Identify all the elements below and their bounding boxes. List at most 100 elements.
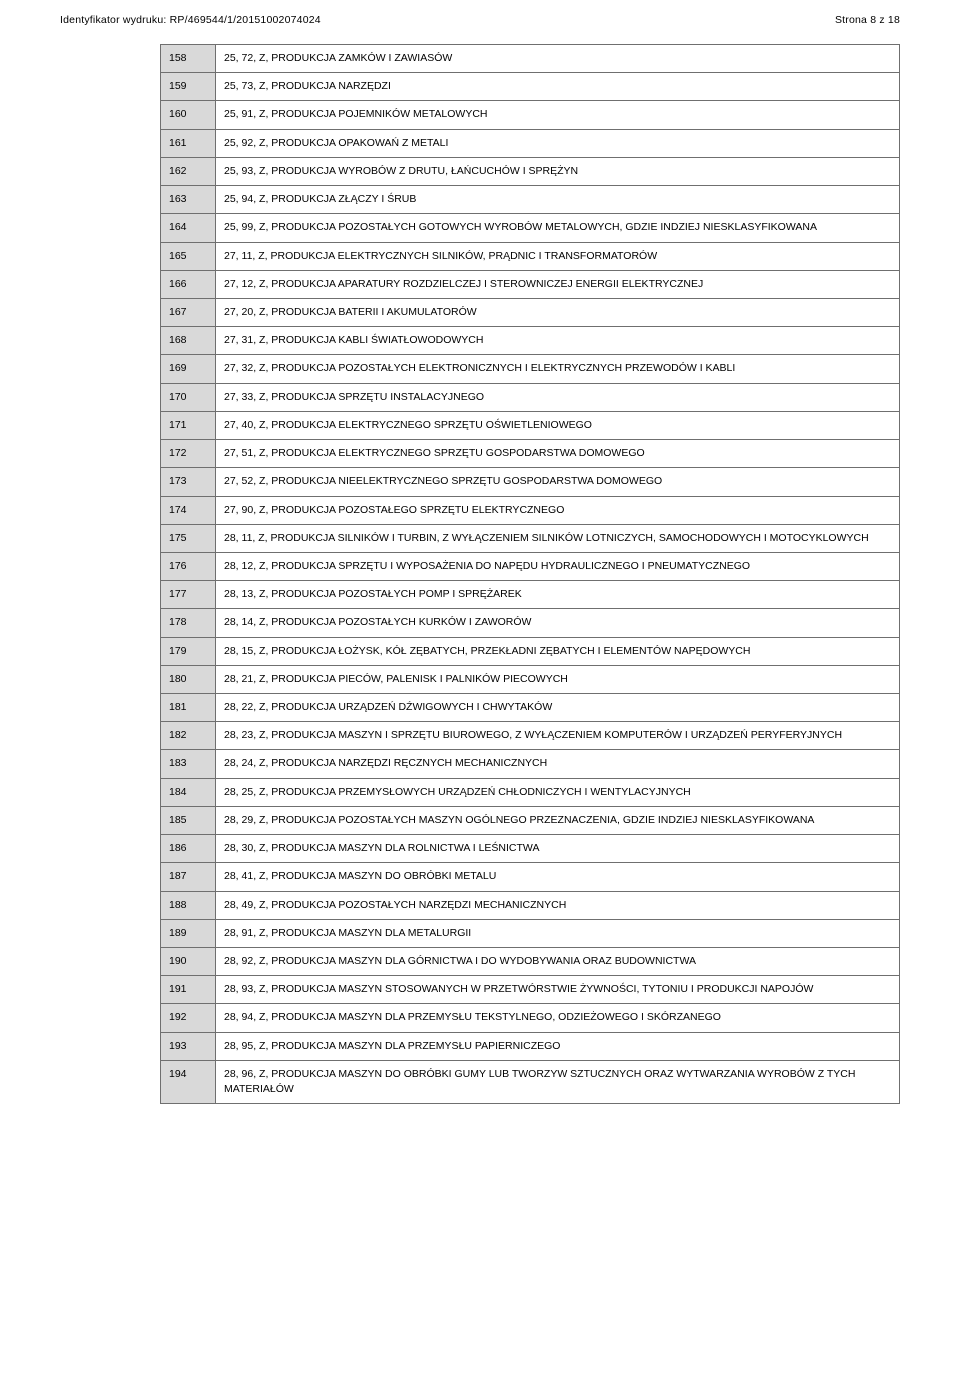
row-description: 28, 15, Z, PRODUKCJA ŁOŻYSK, KÓŁ ZĘBATYC… xyxy=(216,637,900,665)
row-description: 25, 72, Z, PRODUKCJA ZAMKÓW I ZAWIASÓW xyxy=(216,45,900,73)
table-row: 18928, 91, Z, PRODUKCJA MASZYN DLA METAL… xyxy=(161,919,900,947)
row-number: 181 xyxy=(161,694,216,722)
row-number: 185 xyxy=(161,806,216,834)
row-description: 28, 22, Z, PRODUKCJA URZĄDZEŃ DŹWIGOWYCH… xyxy=(216,694,900,722)
row-number: 191 xyxy=(161,976,216,1004)
row-number: 169 xyxy=(161,355,216,383)
row-description: 28, 14, Z, PRODUKCJA POZOSTAŁYCH KURKÓW … xyxy=(216,609,900,637)
page-header: Identyfikator wydruku: RP/469544/1/20151… xyxy=(60,14,900,26)
table-row: 19228, 94, Z, PRODUKCJA MASZYN DLA PRZEM… xyxy=(161,1004,900,1032)
row-description: 28, 95, Z, PRODUKCJA MASZYN DLA PRZEMYSŁ… xyxy=(216,1032,900,1060)
row-number: 188 xyxy=(161,891,216,919)
row-number: 179 xyxy=(161,637,216,665)
row-description: 25, 94, Z, PRODUKCJA ZŁĄCZY I ŚRUB xyxy=(216,186,900,214)
row-number: 172 xyxy=(161,440,216,468)
row-number: 175 xyxy=(161,524,216,552)
table-row: 16727, 20, Z, PRODUKCJA BATERII I AKUMUL… xyxy=(161,298,900,326)
print-identifier: Identyfikator wydruku: RP/469544/1/20151… xyxy=(60,14,321,26)
row-description: 28, 91, Z, PRODUKCJA MASZYN DLA METALURG… xyxy=(216,919,900,947)
row-description: 28, 94, Z, PRODUKCJA MASZYN DLA PRZEMYSŁ… xyxy=(216,1004,900,1032)
row-number: 184 xyxy=(161,778,216,806)
row-number: 158 xyxy=(161,45,216,73)
row-description: 28, 11, Z, PRODUKCJA SILNIKÓW I TURBIN, … xyxy=(216,524,900,552)
row-description: 28, 23, Z, PRODUKCJA MASZYN I SPRZĘTU BI… xyxy=(216,722,900,750)
row-number: 182 xyxy=(161,722,216,750)
row-description: 28, 96, Z, PRODUKCJA MASZYN DO OBRÓBKI G… xyxy=(216,1060,900,1103)
row-number: 194 xyxy=(161,1060,216,1103)
row-description: 28, 24, Z, PRODUKCJA NARZĘDZI RĘCZNYCH M… xyxy=(216,750,900,778)
table-row: 16325, 94, Z, PRODUKCJA ZŁĄCZY I ŚRUB xyxy=(161,186,900,214)
table-row: 18028, 21, Z, PRODUKCJA PIECÓW, PALENISK… xyxy=(161,665,900,693)
classification-table: 15825, 72, Z, PRODUKCJA ZAMKÓW I ZAWIASÓ… xyxy=(160,44,900,1104)
row-number: 173 xyxy=(161,468,216,496)
row-description: 28, 93, Z, PRODUKCJA MASZYN STOSOWANYCH … xyxy=(216,976,900,1004)
row-number: 177 xyxy=(161,581,216,609)
row-number: 164 xyxy=(161,214,216,242)
row-description: 25, 92, Z, PRODUKCJA OPAKOWAŃ Z METALI xyxy=(216,129,900,157)
row-number: 189 xyxy=(161,919,216,947)
row-description: 27, 51, Z, PRODUKCJA ELEKTRYCZNEGO SPRZĘ… xyxy=(216,440,900,468)
row-number: 162 xyxy=(161,157,216,185)
row-description: 28, 49, Z, PRODUKCJA POZOSTAŁYCH NARZĘDZ… xyxy=(216,891,900,919)
row-description: 28, 30, Z, PRODUKCJA MASZYN DLA ROLNICTW… xyxy=(216,835,900,863)
table-row: 17528, 11, Z, PRODUKCJA SILNIKÓW I TURBI… xyxy=(161,524,900,552)
row-description: 27, 11, Z, PRODUKCJA ELEKTRYCZNYCH SILNI… xyxy=(216,242,900,270)
table-row: 18428, 25, Z, PRODUKCJA PRZEMYSŁOWYCH UR… xyxy=(161,778,900,806)
row-number: 176 xyxy=(161,552,216,580)
row-number: 170 xyxy=(161,383,216,411)
row-description: 25, 93, Z, PRODUKCJA WYROBÓW Z DRUTU, ŁA… xyxy=(216,157,900,185)
table-row: 19328, 95, Z, PRODUKCJA MASZYN DLA PRZEM… xyxy=(161,1032,900,1060)
row-number: 180 xyxy=(161,665,216,693)
table-row: 16225, 93, Z, PRODUKCJA WYROBÓW Z DRUTU,… xyxy=(161,157,900,185)
row-description: 28, 25, Z, PRODUKCJA PRZEMYSŁOWYCH URZĄD… xyxy=(216,778,900,806)
row-number: 174 xyxy=(161,496,216,524)
table-row: 17628, 12, Z, PRODUKCJA SPRZĘTU I WYPOSA… xyxy=(161,552,900,580)
row-number: 190 xyxy=(161,948,216,976)
row-number: 178 xyxy=(161,609,216,637)
row-description: 28, 29, Z, PRODUKCJA POZOSTAŁYCH MASZYN … xyxy=(216,806,900,834)
row-number: 161 xyxy=(161,129,216,157)
table-row: 16425, 99, Z, PRODUKCJA POZOSTAŁYCH GOTO… xyxy=(161,214,900,242)
table-row: 17027, 33, Z, PRODUKCJA SPRZĘTU INSTALAC… xyxy=(161,383,900,411)
row-number: 163 xyxy=(161,186,216,214)
table-row: 17327, 52, Z, PRODUKCJA NIEELEKTRYCZNEGO… xyxy=(161,468,900,496)
page: Identyfikator wydruku: RP/469544/1/20151… xyxy=(0,0,960,1164)
table-row: 18728, 41, Z, PRODUKCJA MASZYN DO OBRÓBK… xyxy=(161,863,900,891)
table-row: 19128, 93, Z, PRODUKCJA MASZYN STOSOWANY… xyxy=(161,976,900,1004)
table-row: 18128, 22, Z, PRODUKCJA URZĄDZEŃ DŹWIGOW… xyxy=(161,694,900,722)
table-row: 16827, 31, Z, PRODUKCJA KABLI ŚWIATŁOWOD… xyxy=(161,327,900,355)
row-number: 192 xyxy=(161,1004,216,1032)
table-row: 18228, 23, Z, PRODUKCJA MASZYN I SPRZĘTU… xyxy=(161,722,900,750)
table-row: 17928, 15, Z, PRODUKCJA ŁOŻYSK, KÓŁ ZĘBA… xyxy=(161,637,900,665)
row-description: 27, 90, Z, PRODUKCJA POZOSTAŁEGO SPRZĘTU… xyxy=(216,496,900,524)
table-row: 16125, 92, Z, PRODUKCJA OPAKOWAŃ Z METAL… xyxy=(161,129,900,157)
row-number: 166 xyxy=(161,270,216,298)
table-row: 18628, 30, Z, PRODUKCJA MASZYN DLA ROLNI… xyxy=(161,835,900,863)
row-number: 171 xyxy=(161,411,216,439)
table-row: 16927, 32, Z, PRODUKCJA POZOSTAŁYCH ELEK… xyxy=(161,355,900,383)
table-row: 17227, 51, Z, PRODUKCJA ELEKTRYCZNEGO SP… xyxy=(161,440,900,468)
row-description: 28, 13, Z, PRODUKCJA POZOSTAŁYCH POMP I … xyxy=(216,581,900,609)
table-row: 15825, 72, Z, PRODUKCJA ZAMKÓW I ZAWIASÓ… xyxy=(161,45,900,73)
table-row: 16627, 12, Z, PRODUKCJA APARATURY ROZDZI… xyxy=(161,270,900,298)
row-number: 183 xyxy=(161,750,216,778)
row-description: 27, 40, Z, PRODUKCJA ELEKTRYCZNEGO SPRZĘ… xyxy=(216,411,900,439)
table-row: 18528, 29, Z, PRODUKCJA POZOSTAŁYCH MASZ… xyxy=(161,806,900,834)
row-description: 25, 91, Z, PRODUKCJA POJEMNIKÓW METALOWY… xyxy=(216,101,900,129)
row-description: 27, 12, Z, PRODUKCJA APARATURY ROZDZIELC… xyxy=(216,270,900,298)
row-description: 27, 31, Z, PRODUKCJA KABLI ŚWIATŁOWODOWY… xyxy=(216,327,900,355)
row-description: 25, 73, Z, PRODUKCJA NARZĘDZI xyxy=(216,73,900,101)
row-number: 168 xyxy=(161,327,216,355)
table-row: 17828, 14, Z, PRODUKCJA POZOSTAŁYCH KURK… xyxy=(161,609,900,637)
table-row: 18828, 49, Z, PRODUKCJA POZOSTAŁYCH NARZ… xyxy=(161,891,900,919)
table-row: 19428, 96, Z, PRODUKCJA MASZYN DO OBRÓBK… xyxy=(161,1060,900,1103)
table-row: 17127, 40, Z, PRODUKCJA ELEKTRYCZNEGO SP… xyxy=(161,411,900,439)
table-row: 17728, 13, Z, PRODUKCJA POZOSTAŁYCH POMP… xyxy=(161,581,900,609)
row-description: 28, 92, Z, PRODUKCJA MASZYN DLA GÓRNICTW… xyxy=(216,948,900,976)
row-description: 25, 99, Z, PRODUKCJA POZOSTAŁYCH GOTOWYC… xyxy=(216,214,900,242)
row-description: 27, 33, Z, PRODUKCJA SPRZĘTU INSTALACYJN… xyxy=(216,383,900,411)
row-number: 186 xyxy=(161,835,216,863)
row-number: 159 xyxy=(161,73,216,101)
table-row: 18328, 24, Z, PRODUKCJA NARZĘDZI RĘCZNYC… xyxy=(161,750,900,778)
row-number: 160 xyxy=(161,101,216,129)
